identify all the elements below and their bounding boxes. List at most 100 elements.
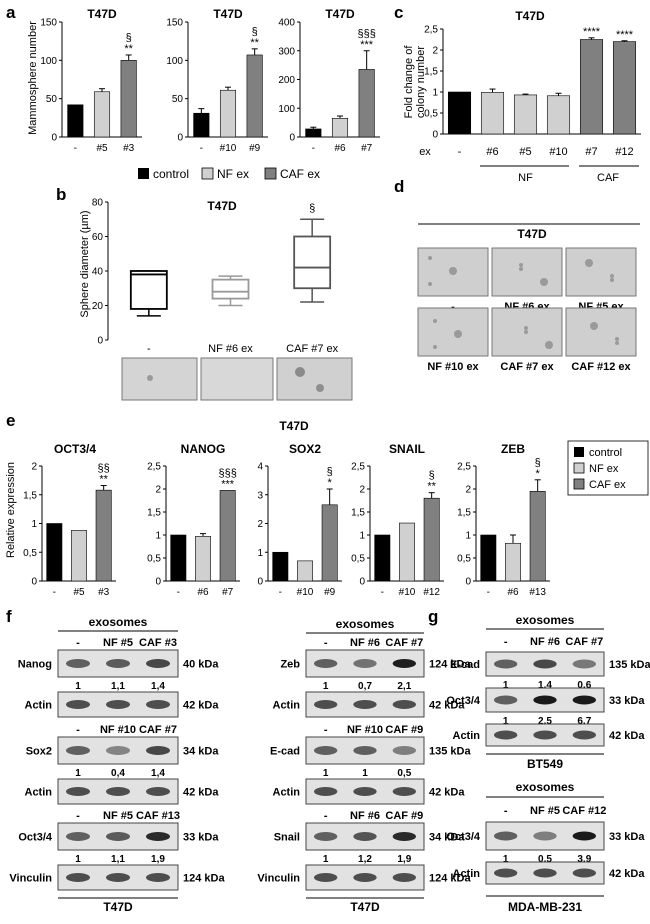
blot-target-label: Actin [273,700,301,712]
y-tick-label: 0 [97,336,103,347]
y-tick-label: 2,5 [424,25,438,36]
blot-condition-label: NF #10 [100,724,136,736]
blot-band [353,832,377,841]
y-tick-label: 2 [465,485,471,496]
cell-line-label: T47D [350,900,380,914]
bar [579,39,604,135]
blot-quant: 1,9 [397,854,411,865]
panel-e-title: T47D [279,419,309,433]
blot-band [353,787,377,796]
micrograph-sphere [590,322,598,330]
y-tick-label: 3 [257,490,263,501]
blot-quant: 0,5 [538,854,552,865]
significance-stars: **** [583,26,601,38]
panel-letter-a: a [6,3,16,22]
significance-section: §§§ [357,28,375,40]
blot-band [66,659,90,668]
cell-line-label: BT549 [527,757,563,771]
micrograph-sphere [295,367,305,377]
y-tick-label: 1,5 [424,67,438,78]
bar [195,536,211,582]
blot-condition-label: NF #6 [530,636,560,648]
significance-section: §§ [98,463,110,475]
y-tick-label: 1 [359,531,365,542]
blot-target-label: Oct3/4 [18,832,53,844]
blot-band [66,700,90,709]
chart-title: SOX2 [289,442,321,456]
bar [513,94,538,135]
panel-e-ylabel: Relative expression [5,462,17,558]
blot-quant: 1,1 [111,854,125,865]
y-tick-label: 0,5 [351,554,365,565]
legend-a-caf: CAF ex [280,167,320,181]
blot-kda-label: 135 kDa [609,659,650,671]
micrograph-sphere [147,375,153,381]
micrograph-sphere [316,384,324,392]
blot-condition-label: CAF #7 [139,724,177,736]
micrograph-sphere [433,345,437,349]
legend-a-control: control [153,167,189,181]
blot-band [66,832,90,841]
bar [219,89,237,138]
blot-target-label: Oct3/4 [446,831,481,843]
blot-target-label: Actin [273,787,301,799]
blot-band [533,730,557,740]
micrograph-b-1 [121,357,198,401]
blot-band [106,832,130,841]
panel-d-title: T47D [517,227,547,241]
y-tick-label: 300 [278,46,295,57]
bar [219,490,236,582]
x-tick-label: #6 [334,143,346,154]
chart-title: T47D [87,7,117,21]
blot-quant: 6,7 [577,716,591,727]
legend-e-nf: NF ex [589,463,619,475]
panel-letter-d: d [394,177,404,196]
micrograph-sphere [454,330,462,338]
blot-band [146,832,170,841]
y-tick-label: 0,5 [457,554,471,565]
group-label: NF #6 ex [208,343,253,355]
blot-kda-label: 42 kDa [183,700,219,712]
y-tick-label: 400 [278,18,295,29]
micrograph-sphere [545,341,553,349]
y-tick-label: 50 [172,94,184,105]
micrograph-sphere [615,341,619,345]
blot-band [146,700,170,709]
cell-line-label: MDA-MB-231 [508,900,582,914]
box [293,235,332,290]
box [211,278,250,300]
blot-quant: 1,4 [151,768,165,779]
y-tick-label: 1 [432,88,438,99]
y-tick-label: 0 [155,577,161,588]
blot-condition-label: NF #10 [347,724,383,736]
y-tick-label: 2 [432,46,438,57]
x-tick-label: - [312,143,315,154]
blot-target-label: Zeb [280,659,300,671]
x-tick-label: - [200,143,203,154]
blot-header: exosomes [89,615,148,629]
blot-band [392,832,417,841]
bar [331,118,349,138]
micrograph-b-2 [200,357,274,401]
legend-a-swatch-nf [201,167,214,180]
blot-kda-label: 33 kDa [609,695,645,707]
x-tick-label: #5 [73,587,85,598]
blot-header: exosomes [516,780,575,794]
y-tick-label: 1 [465,531,471,542]
blot-band [353,700,377,709]
ex-label: ex [419,146,431,158]
significance-stars: ** [427,481,436,493]
panel-letter-f: f [6,607,12,626]
x-tick-label: #12 [423,587,440,598]
panel-c-ylabel-1: Fold change of [403,45,415,119]
blot-condition-label: CAF #7 [385,637,423,649]
blot-band [106,659,130,668]
blot-kda-label: 42 kDa [429,787,465,799]
blot-header: exosomes [336,617,395,631]
blot-band [533,659,557,669]
blot-condition-label: - [324,637,328,649]
y-tick-label: 4 [257,462,263,473]
legend-e: control NF ex CAF ex [567,440,649,496]
blot-band [353,659,377,668]
blot-condition-label: - [324,724,328,736]
